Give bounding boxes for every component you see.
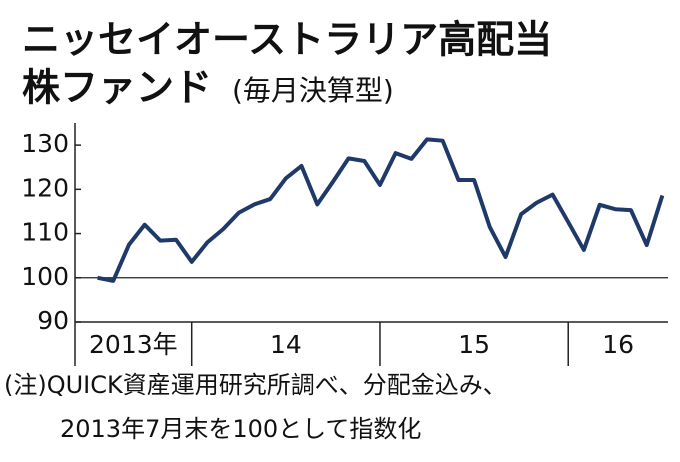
note: 2013年7月末を100として指数化 (60, 415, 421, 443)
x-tick-label: 16 (602, 330, 634, 359)
x-tick-label: 2013年 (89, 330, 178, 359)
y-tick-label: 90 (37, 306, 69, 335)
note: (注)QUICK資産運用研究所調べ、分配金込み、 (4, 371, 507, 399)
data-line (97, 137, 665, 283)
y-tick-label: 120 (21, 173, 69, 202)
subtitle-note: (毎月決算型) (232, 74, 394, 107)
chart-title: ニッセイオーストラリア高配当 (22, 18, 552, 62)
y-tick-label: 100 (21, 262, 69, 291)
y-tick-label: 130 (21, 129, 69, 158)
x-tick-label: 15 (458, 330, 490, 359)
x-tick-label: 14 (270, 330, 302, 359)
chart-subtitle: 株ファンド (22, 66, 212, 110)
y-tick-label: 110 (21, 218, 69, 247)
